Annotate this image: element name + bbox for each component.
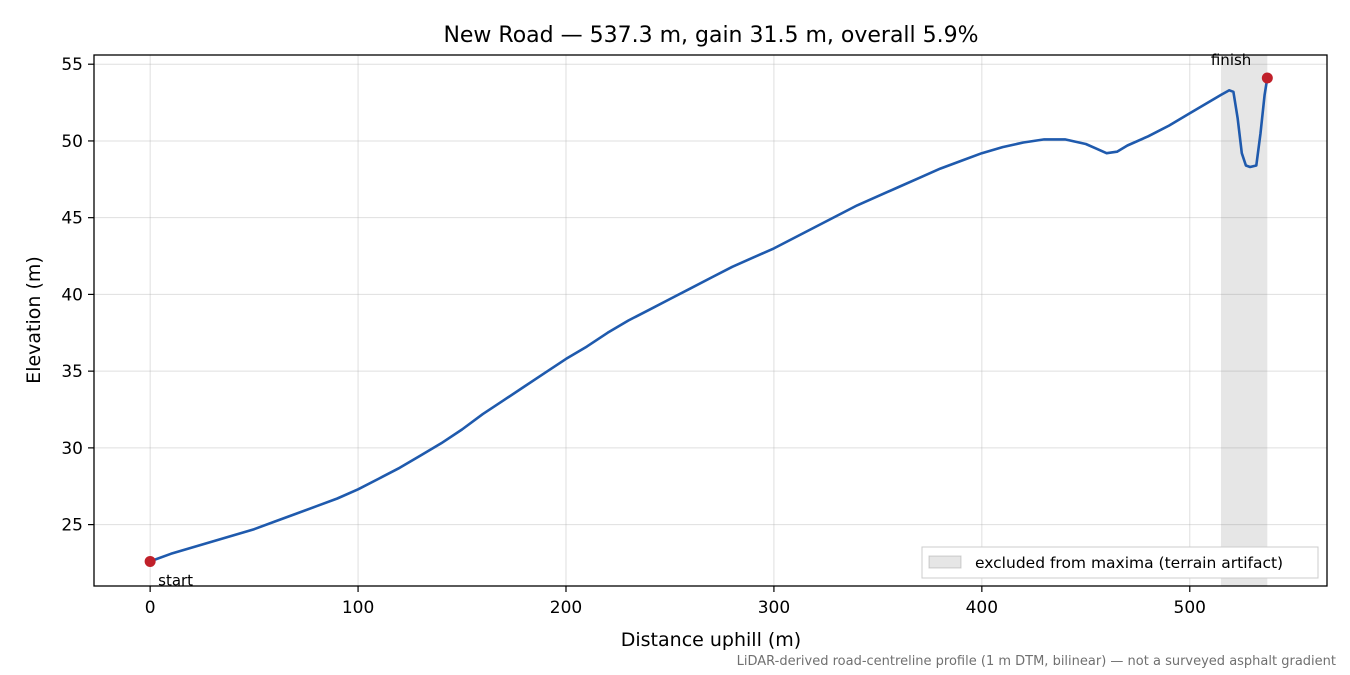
y-tick-label: 25	[61, 516, 83, 536]
series-layer	[148, 76, 1269, 563]
y-tick-label: 40	[61, 285, 83, 305]
legend-box	[921, 546, 1319, 579]
marker-start	[144, 555, 156, 567]
marker-label-finish: finish	[1211, 51, 1251, 69]
y-tick-label: 35	[61, 362, 83, 382]
y-tick-label: 45	[61, 209, 83, 229]
legend-swatch	[928, 555, 962, 569]
grid	[94, 55, 1327, 586]
marker-label-start: start	[158, 571, 193, 589]
legend-label: excluded from maxima (terrain artifact)	[975, 554, 1283, 572]
legend: excluded from maxima (terrain artifact)	[921, 546, 1319, 579]
axes-frame	[93, 54, 1328, 587]
y-tick-label: 50	[61, 132, 83, 152]
marker-finish	[1261, 72, 1273, 84]
tick-layer: 0 100 200 300 400 500 25 30 35 40 45 50 55	[61, 55, 1206, 618]
x-tick-label: 500	[1174, 598, 1206, 618]
footnote: LiDAR-derived road-centreline profile (1…	[737, 654, 1336, 669]
x-tick-label: 0	[145, 598, 156, 618]
x-tick-label: 200	[550, 598, 582, 618]
y-tick-label: 30	[61, 439, 83, 459]
elevation-profile-line	[148, 76, 1269, 563]
y-axis-label: Elevation (m)	[23, 256, 45, 384]
x-axis-label: Distance uphill (m)	[621, 629, 801, 651]
chart-title: New Road — 537.3 m, gain 31.5 m, overall…	[443, 23, 978, 48]
x-tick-label: 400	[966, 598, 998, 618]
x-tick-label: 300	[758, 598, 790, 618]
x-tick-label: 100	[342, 598, 374, 618]
y-tick-label: 55	[61, 55, 83, 75]
